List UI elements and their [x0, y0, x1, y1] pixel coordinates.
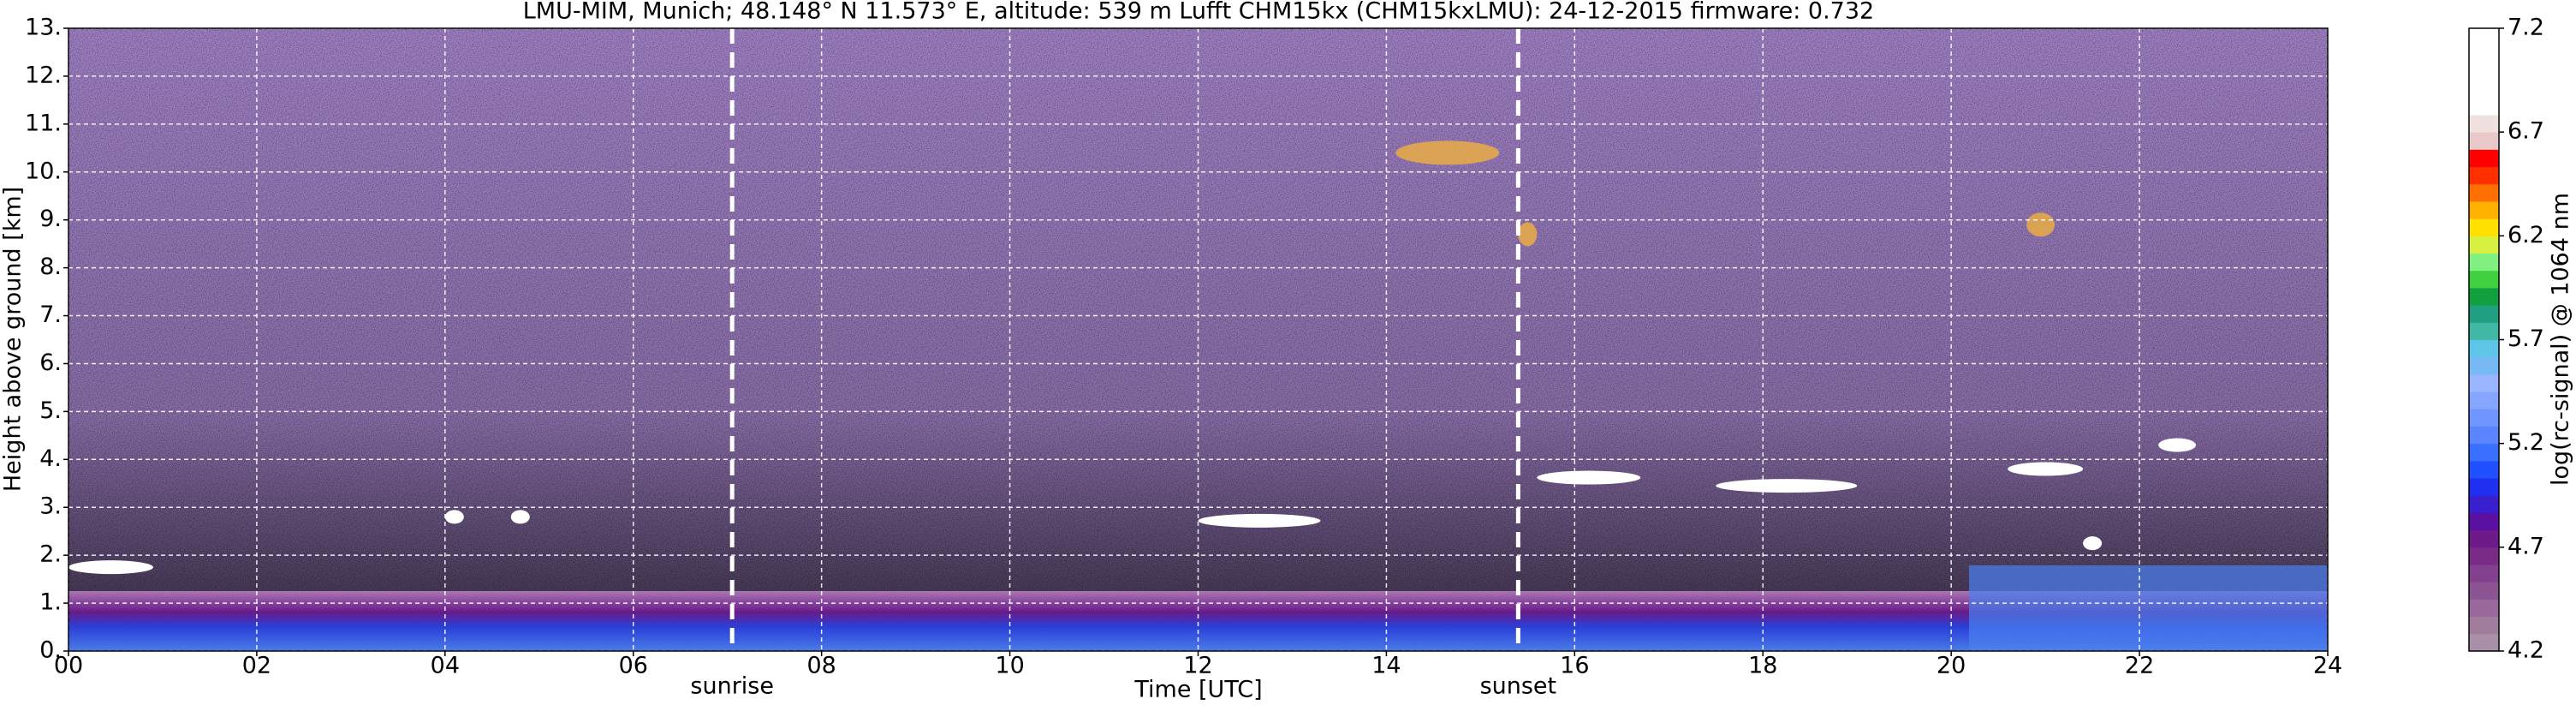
cloud [2083, 536, 2103, 551]
colorbar-tick-label: 4.2 [2508, 637, 2544, 664]
colorbar-segment [2469, 114, 2499, 133]
annotation-label: sunset [1480, 673, 1557, 700]
colorbar-segment [2469, 270, 2499, 289]
y-tick-label: 11. [25, 110, 62, 136]
chart-title: LMU-MIM, Munich; 48.148° N 11.573° E, al… [523, 0, 1874, 25]
colorbar-segment [2469, 63, 2499, 81]
colorbar-segment [2469, 426, 2499, 445]
colorbar-segment [2469, 45, 2499, 63]
colorbar-segment [2469, 478, 2499, 496]
cloud [2008, 462, 2084, 476]
y-tick-label: 5. [39, 397, 62, 424]
y-tick-label: 1. [39, 589, 62, 616]
colorbar-segment [2469, 547, 2499, 565]
colorbar-segment [2469, 495, 2499, 513]
colorbar-segment [2469, 236, 2499, 254]
colorbar-segment [2469, 183, 2499, 202]
cloud [68, 560, 153, 575]
colorbar-segment [2469, 166, 2499, 185]
y-axis-label: Height above ground [km] [0, 187, 27, 492]
colorbar-segment [2469, 599, 2499, 618]
y-tick-label: 8. [39, 254, 62, 280]
colorbar-segment [2469, 339, 2499, 358]
colorbar-segment [2469, 565, 2499, 583]
colorbar-segment [2469, 322, 2499, 340]
annotation-label: sunrise [690, 673, 774, 700]
cloud [1395, 140, 1500, 165]
colorbar-segment [2469, 253, 2499, 272]
cloud [2158, 438, 2197, 452]
colorbar-tick-label: 5.2 [2508, 429, 2544, 456]
cloud [510, 510, 530, 524]
colorbar-segment [2469, 512, 2499, 531]
colorbar-segment [2469, 28, 2499, 46]
colorbar-segment [2469, 460, 2499, 479]
colorbar-segment [2469, 287, 2499, 306]
colorbar-tick-label: 6.7 [2508, 118, 2544, 145]
colorbar-segment [2469, 80, 2499, 99]
colorbar-label: log(rc-signal) @ 1064 nm [2548, 193, 2574, 486]
colorbar-segment [2469, 391, 2499, 409]
colorbar-segment [2469, 529, 2499, 548]
y-tick-label: 2. [39, 541, 62, 568]
cloud [1518, 222, 1538, 247]
x-tick-label: 24 [2313, 653, 2342, 679]
colorbar-segment [2469, 132, 2499, 150]
colorbar-segment [2469, 356, 2499, 375]
x-tick-label: 18 [1748, 653, 1777, 679]
x-axis-label: Time [UTC] [1133, 677, 1262, 703]
x-tick-label: 08 [806, 653, 836, 679]
colorbar-segment [2469, 200, 2499, 219]
colorbar-segment [2469, 97, 2499, 116]
colorbar-tick-label: 5.7 [2508, 326, 2544, 352]
colorbar-segment [2469, 218, 2499, 236]
colorbar-tick-label: 7.2 [2508, 15, 2544, 41]
colorbar-segment [2469, 409, 2499, 427]
y-tick-label: 9. [39, 206, 62, 232]
y-tick-label: 13. [25, 15, 62, 41]
y-tick-label: 7. [39, 302, 62, 328]
colorbar-segment [2469, 443, 2499, 462]
y-tick-label: 0. [39, 637, 62, 664]
x-tick-label: 20 [1936, 653, 1966, 679]
y-tick-label: 6. [39, 350, 62, 376]
colorbar-segment [2469, 582, 2499, 600]
y-tick-label: 10. [25, 158, 62, 184]
y-tick-label: 12. [25, 62, 62, 88]
cloud [1198, 513, 1321, 528]
colorbar-segment [2469, 305, 2499, 323]
cloud [1537, 470, 1641, 485]
colorbar-segment [2469, 616, 2499, 635]
cloud [1716, 479, 1858, 493]
colorbar-tick-label: 6.2 [2508, 222, 2544, 248]
y-tick-label: 3. [39, 493, 62, 520]
x-tick-label: 00 [54, 653, 83, 679]
boundary-layer-evening [1969, 565, 2328, 651]
colorbar-segment [2469, 373, 2499, 392]
y-tick-label: 4. [39, 445, 62, 472]
x-tick-label: 04 [431, 653, 460, 679]
x-tick-label: 10 [995, 653, 1024, 679]
x-tick-label: 06 [619, 653, 648, 679]
x-tick-label: 02 [242, 653, 271, 679]
cloud [444, 510, 464, 524]
x-tick-label: 16 [1560, 653, 1589, 679]
x-tick-label: 14 [1371, 653, 1401, 679]
colorbar-tick-label: 4.7 [2508, 533, 2544, 559]
x-tick-label: 12 [1183, 653, 1212, 679]
cloud [2026, 212, 2055, 237]
colorbar-segment [2469, 149, 2499, 168]
colorbar-segment [2469, 633, 2499, 652]
x-tick-label: 22 [2125, 653, 2154, 679]
